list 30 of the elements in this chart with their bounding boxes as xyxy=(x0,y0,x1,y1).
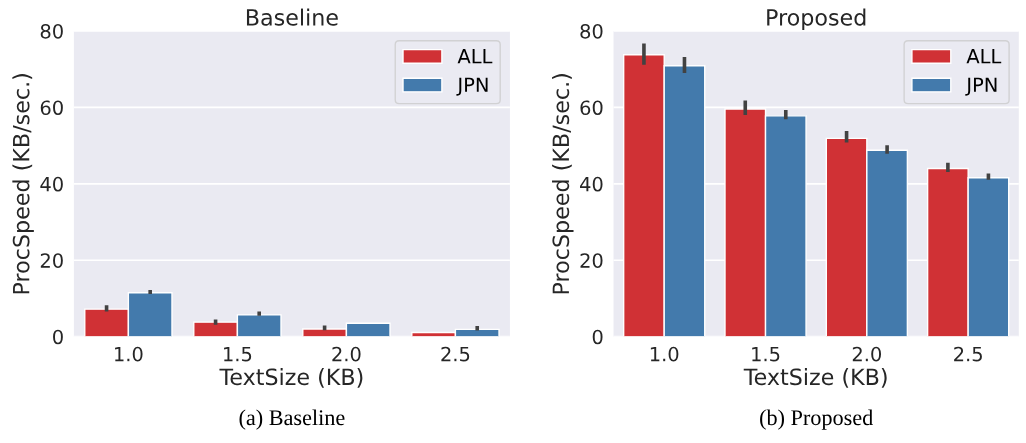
y-tick-label: 80 xyxy=(40,23,63,39)
x-axis-title: TextSize (KB) xyxy=(743,368,887,388)
y-tick-label: 20 xyxy=(580,253,603,268)
x-tick-label: 2.0 xyxy=(332,346,361,362)
y-tick-label: 40 xyxy=(40,176,63,192)
x-tick-label: 1.0 xyxy=(650,346,679,362)
x-tick-label: 2.5 xyxy=(441,346,470,362)
y-tick-label: 40 xyxy=(580,176,603,192)
x-tick-label: 1.5 xyxy=(224,347,252,362)
text: (b) Proposed xyxy=(760,409,873,430)
y-tick-label: 0 xyxy=(53,329,63,345)
legend-label: JPN xyxy=(456,77,488,96)
x-tick-label: 2.0 xyxy=(852,346,882,362)
legend-label: ALL xyxy=(457,49,493,64)
y-tick-label: 60 xyxy=(40,100,63,116)
x-tick-label: 1.5 xyxy=(752,347,780,362)
y-tick-label: 60 xyxy=(580,100,603,116)
y-tick-label: 80 xyxy=(580,23,603,39)
x-tick-label: 2.5 xyxy=(954,346,982,362)
y-tick-label: 0 xyxy=(592,329,603,345)
chart-title: Baseline xyxy=(246,8,338,26)
x-tick-label: 1.0 xyxy=(115,346,143,362)
chart-title: Proposed xyxy=(767,8,866,31)
y-tick-label: 20 xyxy=(40,253,63,268)
legend-label: ALL xyxy=(966,49,1002,64)
x-axis-title: TextSize (KB) xyxy=(219,368,363,388)
y-axis-title: ProcSpeed (KB/sec.) xyxy=(12,74,34,294)
y-axis-title: ProcSpeed (KB/sec.) xyxy=(552,74,574,294)
text: (a) Baseline xyxy=(239,409,345,430)
legend-label: JPN xyxy=(965,77,997,96)
